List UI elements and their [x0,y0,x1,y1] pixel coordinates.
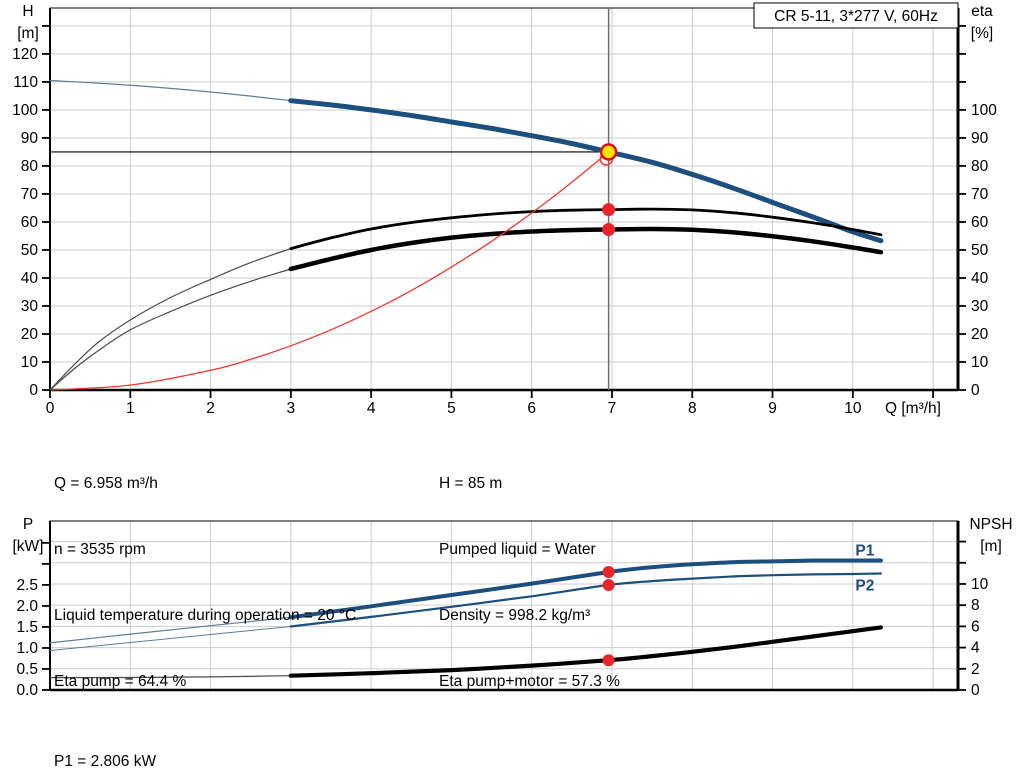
left-tick-label: 1.5 [16,619,38,636]
left-tick-label: 110 [13,74,38,91]
left-tick-label: 10 [21,354,39,371]
left-tick-label: 50 [21,242,39,259]
head-curve [288,98,884,244]
left-tick-label: 70 [21,186,39,203]
left-tick-label: 20 [21,326,39,343]
right-tick-label: 10 [971,354,989,371]
info-density: Density = 998.2 kg/m³ [439,607,591,624]
right-axis-title: NPSH [969,516,1012,533]
right-tick-label: 0 [971,382,980,399]
left-tick-label: 1.0 [16,640,38,657]
eta-pump-motor-curve [288,226,884,272]
x-axis-title: Q [m³/h] [885,400,941,417]
p2-point-marker [602,579,615,592]
left-tick-label: 90 [21,130,39,147]
right-tick-label: 20 [971,326,989,343]
left-tick-label: 2.0 [16,598,38,615]
x-tick-label: 1 [126,400,135,417]
right-tick-label: 4 [971,640,980,657]
eta-pump-curve [289,207,883,250]
left-tick-label: 0 [29,382,38,399]
right-tick-label: 90 [971,130,989,147]
left-tick-label: 30 [21,298,39,315]
eta-pump-motor-curve-preview [49,268,292,391]
duty-info-left: Q = 6.958 m³/h n = 3535 rpm Liquid tempe… [54,429,356,737]
plot-border [49,7,959,391]
left-axis-title: P [23,516,33,533]
right-axis-unit: [%] [971,25,993,42]
right-axis-unit: [m] [980,538,1002,555]
x-tick-label: 7 [608,400,617,417]
x-tick-label: 2 [206,400,215,417]
x-tick-label: 10 [844,400,862,417]
right-tick-label: 50 [971,242,989,259]
left-axis-unit: [kW] [13,538,44,555]
right-tick-label: 8 [971,597,980,614]
info-head: H = 85 m [439,475,503,492]
eta-pump-point-marker [602,203,616,217]
duty-point-marker[interactable] [599,143,618,161]
right-tick-label: 0 [971,682,980,699]
right-tick-label: 60 [971,214,989,231]
right-tick-label: 40 [971,270,989,287]
series-label-p2: P2 [855,577,874,594]
info-speed: n = 3535 rpm [54,541,146,558]
eta-pump-curve-preview [49,248,292,391]
x-tick-label: 0 [46,400,55,417]
p2-curve-preview [49,626,292,651]
power-npsh-chart: 0.0 0.5 1.0 1.5 2.0 2.5 0 2 4 6 8 10 P [kW] NPSH [m] P1 P… [13,516,1013,699]
chart-title-box [753,2,959,29]
x-tick-label: 6 [527,400,536,417]
right-tick-label: 6 [971,618,980,635]
left-tick-label: 40 [21,270,39,287]
duty-info-right: H = 85 m Pumped liquid = Water Density =… [439,429,620,737]
x-tick-label: 8 [688,400,697,417]
power-info-block: P1 = 2.806 kW P2 = 2.497 kW NPSH = 2.81 … [54,707,162,781]
right-tick-label: 100 [971,102,997,119]
right-tick-label: 30 [971,298,989,315]
left-tick-label: 80 [21,158,39,175]
info-eta-pump-motor: Eta pump+motor = 57.3 % [439,673,620,690]
system-curve [49,151,610,391]
right-axis-title: eta [971,3,993,20]
x-tick-label: 3 [287,400,296,417]
npsh-curve-preview [49,675,292,679]
head-efficiency-chart: 0102030405060708090100110120010203040506… [12,2,997,417]
left-tick-label: 2.5 [16,577,38,594]
info-q: Q = 6.958 m³/h [54,475,158,492]
npsh-point-marker [602,654,615,667]
chart-title: CR 5-11, 3*277 V, 60Hz [774,8,938,25]
p1-curve [288,558,883,620]
p1-point-marker [602,566,615,579]
right-tick-label: 80 [971,158,989,175]
eta-pump-motor-point-marker [602,223,616,237]
left-tick-label: 0.5 [16,661,38,678]
info-p1: P1 = 2.806 kW [54,753,157,770]
left-tick-label: 0.0 [16,682,38,699]
left-tick-label: 60 [21,214,39,231]
npsh-curve [288,625,883,678]
left-tick-label: 100 [12,102,38,119]
right-tick-label: 70 [971,186,989,203]
p1-curve-preview [49,616,292,644]
info-eta-pump: Eta pump = 64.4 % [54,673,187,690]
left-tick-label: 120 [12,46,38,63]
left-axis-unit: [m] [17,25,39,42]
x-tick-label: 4 [367,400,376,417]
info-pumped-liquid: Pumped liquid = Water [439,541,596,558]
p2-curve [289,572,882,628]
left-axis-title: H [22,3,33,20]
right-tick-label: 2 [971,661,980,678]
right-tick-label: 10 [971,576,989,593]
series-label-p1: P1 [855,542,874,559]
x-tick-label: 9 [768,400,777,417]
x-tick-label: 5 [447,400,456,417]
head-curve-preview [49,79,292,102]
info-liquid-temperature: Liquid temperature during operation = 20… [54,607,357,624]
